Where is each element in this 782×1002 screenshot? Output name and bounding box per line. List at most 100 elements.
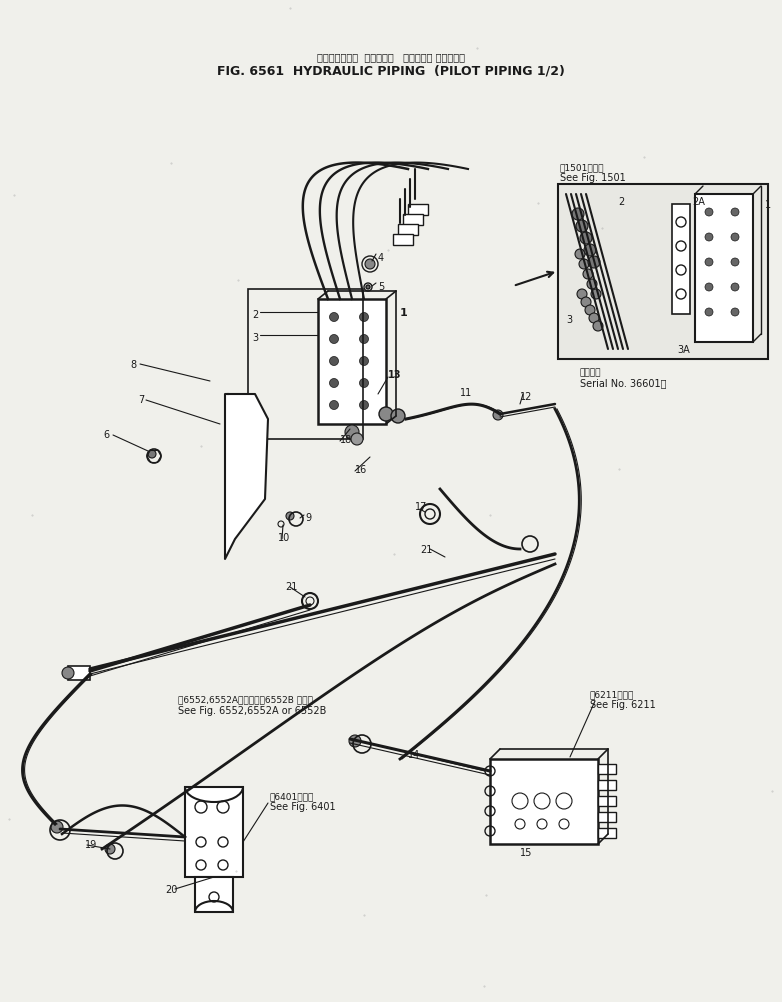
- Circle shape: [593, 322, 603, 332]
- Text: 7: 7: [138, 395, 144, 405]
- Bar: [598, 765, 616, 775]
- Circle shape: [731, 284, 739, 292]
- Text: 14: 14: [408, 749, 420, 760]
- Circle shape: [51, 822, 63, 834]
- Text: 5: 5: [378, 282, 384, 292]
- Bar: [318, 300, 386, 425]
- Text: 9: 9: [305, 512, 311, 522]
- Bar: [195, 877, 233, 912]
- Circle shape: [575, 249, 585, 260]
- Circle shape: [360, 335, 368, 344]
- Text: 1: 1: [765, 199, 771, 209]
- Circle shape: [731, 208, 739, 216]
- Circle shape: [493, 411, 503, 421]
- Circle shape: [360, 401, 368, 410]
- Bar: [558, 184, 768, 360]
- Text: 18: 18: [340, 435, 352, 445]
- Circle shape: [379, 408, 393, 422]
- Circle shape: [391, 410, 405, 424]
- Polygon shape: [408, 204, 428, 215]
- Text: FIG. 6561  HYDRAULIC PIPING  (PILOT PIPING 1/2): FIG. 6561 HYDRAULIC PIPING (PILOT PIPING…: [217, 64, 565, 77]
- Circle shape: [351, 434, 363, 446]
- Bar: [248, 290, 363, 440]
- Circle shape: [705, 259, 713, 267]
- Circle shape: [589, 314, 599, 324]
- Text: See Fig. 6401: See Fig. 6401: [270, 802, 335, 812]
- Circle shape: [329, 314, 339, 323]
- Polygon shape: [403, 214, 423, 225]
- Text: 3A: 3A: [677, 345, 690, 355]
- Text: See Fig. 6211: See Fig. 6211: [590, 699, 656, 709]
- Bar: [695, 194, 753, 343]
- Text: 3: 3: [252, 333, 258, 343]
- Circle shape: [576, 220, 588, 232]
- Circle shape: [148, 451, 156, 459]
- Text: See Fig. 1501: See Fig. 1501: [560, 172, 626, 182]
- Text: 11: 11: [460, 388, 472, 398]
- Text: 17: 17: [415, 501, 428, 511]
- Circle shape: [581, 298, 591, 308]
- Circle shape: [705, 309, 713, 317]
- Text: 3: 3: [566, 315, 572, 325]
- Circle shape: [286, 512, 294, 520]
- Text: 19: 19: [85, 839, 97, 849]
- Text: 2: 2: [252, 310, 258, 320]
- Circle shape: [587, 280, 597, 290]
- Text: 1: 1: [400, 308, 407, 318]
- Circle shape: [345, 426, 359, 440]
- Circle shape: [583, 270, 593, 280]
- Text: 8: 8: [130, 360, 136, 370]
- Circle shape: [349, 735, 361, 747]
- Text: 第6552,6552A図または第6552B 図参照: 第6552,6552A図または第6552B 図参照: [178, 694, 313, 703]
- Text: 4: 4: [378, 253, 384, 263]
- Circle shape: [360, 314, 368, 323]
- Circle shape: [588, 257, 600, 269]
- Bar: [68, 666, 90, 680]
- Bar: [490, 760, 598, 844]
- Circle shape: [105, 844, 115, 854]
- Text: 20: 20: [165, 884, 178, 894]
- Text: 12: 12: [520, 392, 533, 402]
- Bar: [185, 788, 243, 877]
- Circle shape: [580, 232, 592, 244]
- Circle shape: [705, 284, 713, 292]
- Text: 6: 6: [103, 430, 109, 440]
- Text: Serial No. 36601～: Serial No. 36601～: [580, 378, 666, 388]
- Text: 第6401図参照: 第6401図参照: [270, 792, 314, 801]
- Text: 第6211図参照: 第6211図参照: [590, 689, 634, 698]
- Circle shape: [579, 260, 589, 270]
- Bar: [598, 829, 616, 838]
- Text: 16: 16: [355, 465, 368, 475]
- Text: 21: 21: [285, 581, 297, 591]
- Text: 10: 10: [278, 532, 290, 542]
- Polygon shape: [393, 234, 413, 245]
- Text: 適用号番: 適用号番: [580, 368, 601, 377]
- Circle shape: [329, 379, 339, 388]
- Circle shape: [585, 306, 595, 316]
- Circle shape: [577, 290, 587, 300]
- Polygon shape: [398, 224, 418, 235]
- Circle shape: [705, 208, 713, 216]
- Text: 2: 2: [618, 196, 624, 206]
- Text: 13: 13: [388, 370, 401, 380]
- Circle shape: [62, 667, 74, 679]
- Text: 第1501図参照: 第1501図参照: [560, 163, 604, 171]
- Circle shape: [329, 357, 339, 366]
- Circle shape: [329, 401, 339, 410]
- Text: 2A: 2A: [692, 196, 705, 206]
- Text: 15: 15: [520, 847, 533, 857]
- Bar: [598, 797, 616, 807]
- Circle shape: [731, 259, 739, 267]
- Circle shape: [572, 208, 584, 220]
- Bar: [672, 204, 690, 315]
- Circle shape: [360, 357, 368, 366]
- Circle shape: [591, 290, 601, 300]
- Circle shape: [329, 335, 339, 344]
- Circle shape: [705, 233, 713, 241]
- Bar: [598, 781, 616, 791]
- Polygon shape: [225, 395, 268, 559]
- Circle shape: [731, 233, 739, 241]
- Bar: [598, 813, 616, 823]
- Text: ハイドロリック  パイピング   パイロット パイピング: ハイドロリック パイピング パイロット パイピング: [317, 52, 465, 62]
- Circle shape: [731, 309, 739, 317]
